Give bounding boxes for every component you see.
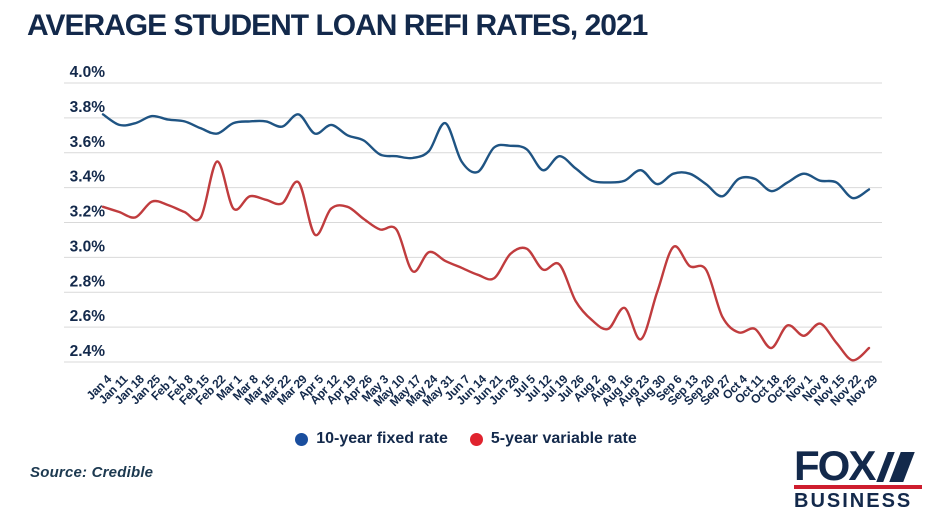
fixed-rate-legend-label: 10-year fixed rate — [316, 430, 448, 447]
fixed-rate-legend-dot-icon — [295, 432, 309, 446]
fox-searchlight-icon — [876, 452, 916, 482]
y-axis-tick-label: 2.6% — [70, 308, 106, 325]
logo-business-text: BUSINESS — [794, 490, 913, 512]
y-axis-tick-label: 3.4% — [70, 169, 106, 186]
chart-title: AVERAGE STUDENT LOAN REFI RATES, 2021 — [27, 9, 648, 42]
logo-top-row: FOX — [794, 442, 922, 489]
y-axis-tick-label: 2.8% — [70, 273, 106, 290]
chart-legend: 10-year fixed rate 5-year variable rate — [0, 430, 932, 448]
y-axis-tick-label: 3.0% — [70, 238, 106, 255]
series-line-10-year-fixed-rate — [101, 113, 871, 200]
y-axis-tick-label: 3.8% — [70, 99, 106, 116]
series-line-5-year-variable-rate — [101, 160, 871, 362]
y-axis-tick-label: 3.2% — [70, 204, 106, 221]
logo-red-rule — [794, 485, 922, 489]
logo-fox-text: FOX — [794, 442, 876, 489]
y-axis-tick-label: 2.4% — [70, 343, 106, 360]
variable-rate-legend-label: 5-year variable rate — [490, 430, 637, 447]
y-axis-tick-label: 4.0% — [70, 64, 106, 81]
legend-item-fixed-rate: 10-year fixed rate — [295, 430, 448, 448]
source-credit: Source: Credible — [30, 464, 154, 481]
y-axis-tick-label: 3.6% — [70, 134, 106, 151]
legend-item-variable-rate: 5-year variable rate — [469, 430, 637, 448]
variable-rate-legend-dot-icon — [469, 432, 483, 446]
fox-business-logo: FOX BUSINESS — [794, 442, 922, 513]
refi-rates-line-chart: 4.0%3.8%3.6%3.4%3.2%3.0%2.8%2.6%2.4%Jan … — [64, 64, 882, 409]
